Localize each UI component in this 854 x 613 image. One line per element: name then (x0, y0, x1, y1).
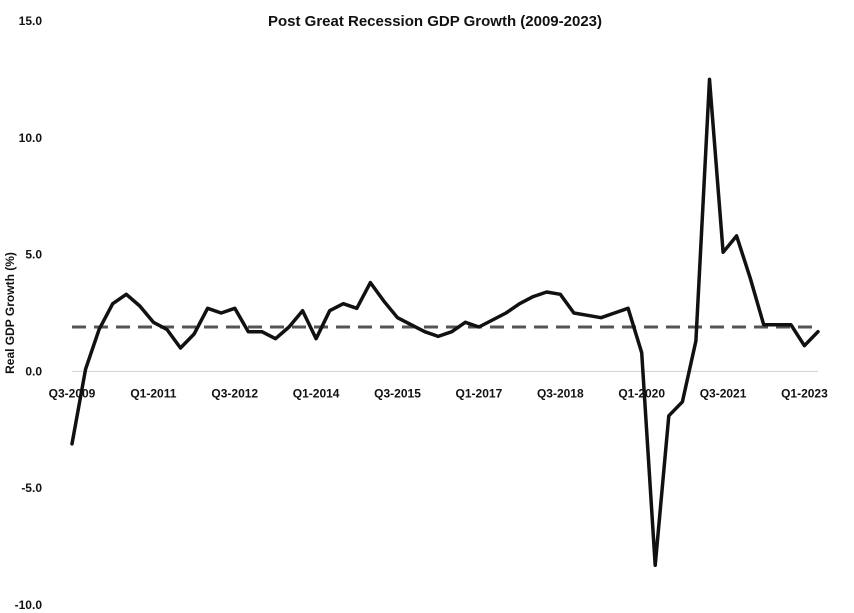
y-tick-label: -10.0 (15, 598, 43, 612)
x-tick-label: Q3-2021 (700, 386, 747, 400)
y-tick-label: 5.0 (25, 248, 42, 262)
x-tick-label: Q1-2014 (293, 386, 340, 400)
y-tick-label: 15.0 (19, 14, 43, 28)
y-axis-label: Real GDP Growth (%) (3, 252, 17, 374)
x-tick-label: Q1-2023 (781, 386, 828, 400)
x-tick-label: Q3-2018 (537, 386, 584, 400)
x-tick-label: Q1-2020 (618, 386, 665, 400)
y-tick-label: -5.0 (21, 481, 42, 495)
y-tick-labels: 15.0 10.0 5.0 0.0 -5.0 -10.0 (15, 14, 43, 612)
x-tick-label: Q1-2017 (456, 386, 503, 400)
y-tick-label: 10.0 (19, 131, 43, 145)
x-tick-label: Q3-2015 (374, 386, 421, 400)
chart-title: Post Great Recession GDP Growth (2009-20… (268, 13, 602, 30)
x-tick-labels: Q3-2009 Q1-2011 Q3-2012 Q1-2014 Q3-2015 Q1-20… (49, 386, 828, 400)
x-tick-label: Q3-2009 (49, 386, 96, 400)
y-tick-label: 0.0 (25, 364, 42, 378)
x-tick-label: Q1-2011 (130, 386, 176, 400)
gdp-growth-line (70, 77, 820, 568)
x-tick-label: Q3-2012 (211, 386, 258, 400)
series-lines (70, 77, 820, 568)
